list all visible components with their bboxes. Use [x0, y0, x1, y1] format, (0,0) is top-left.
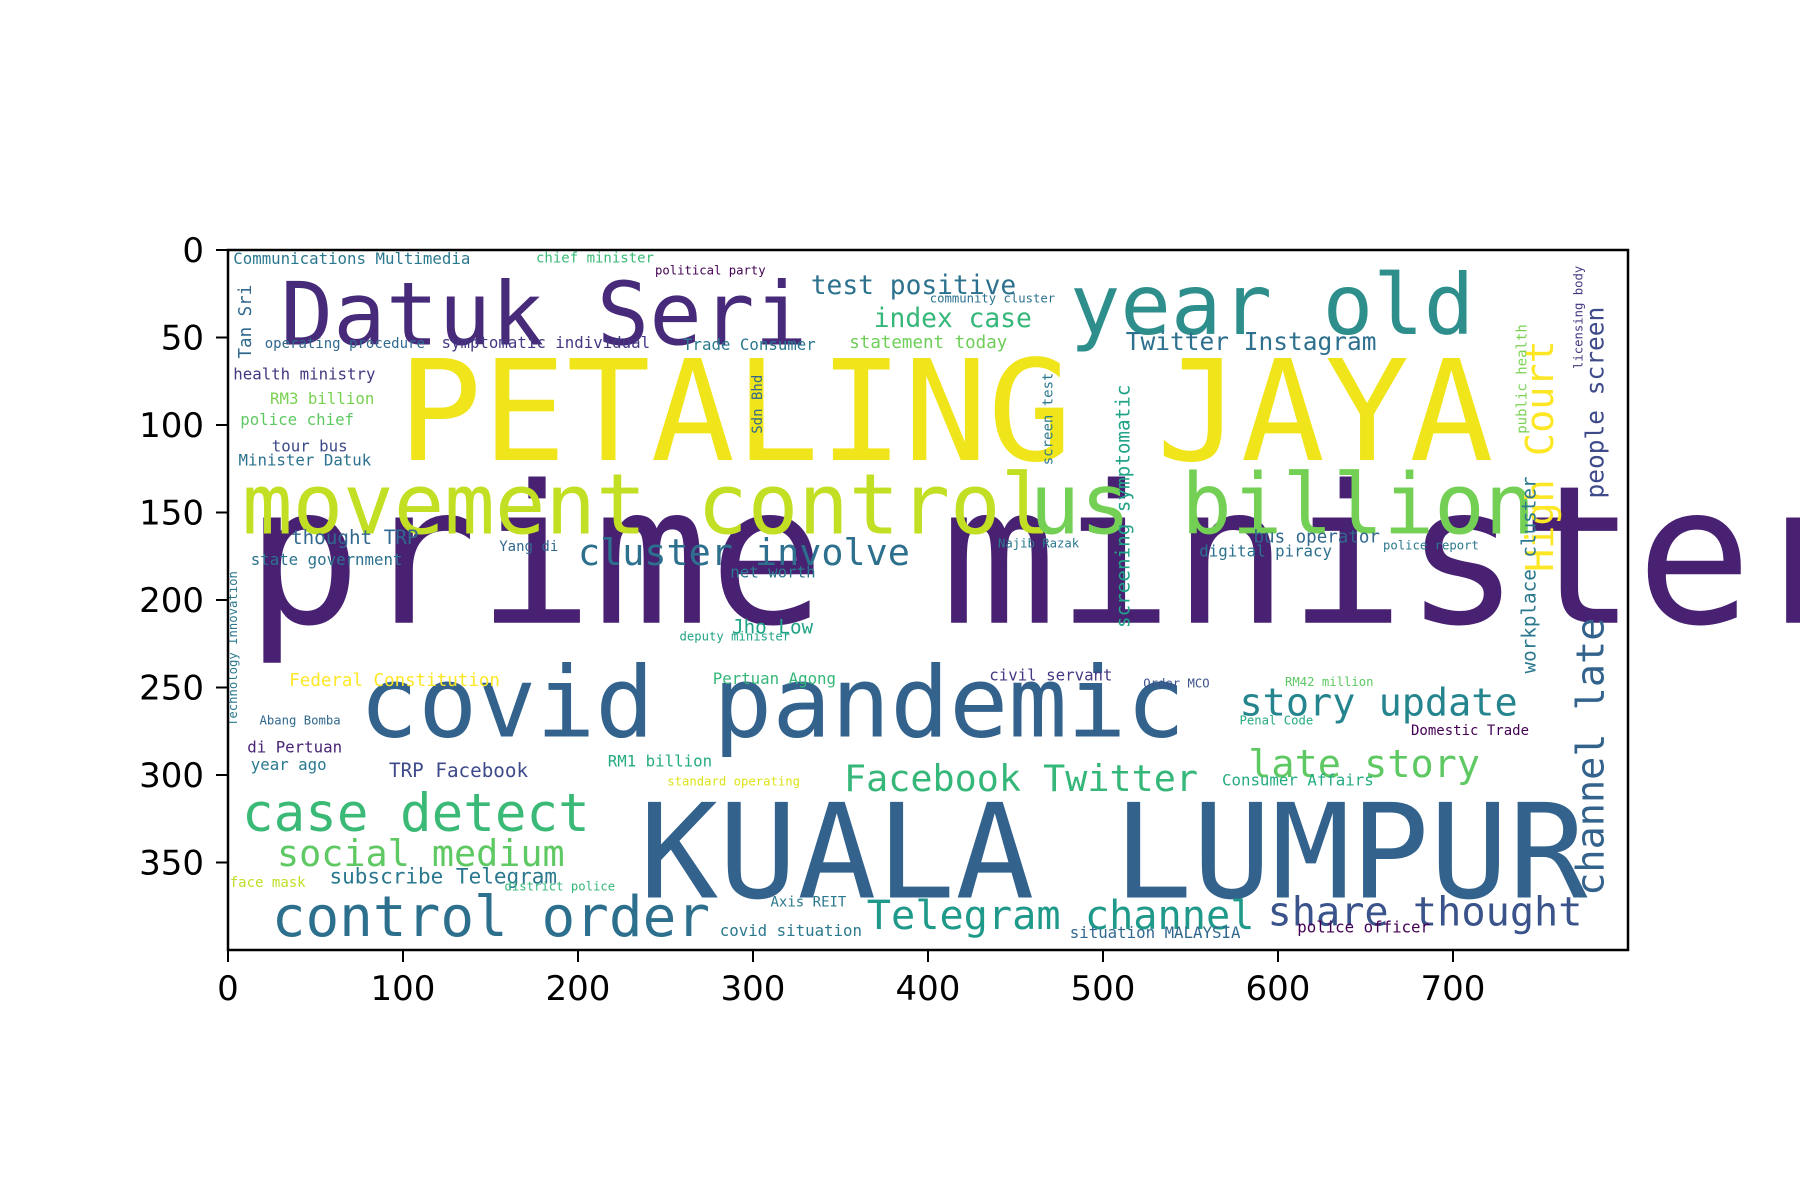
- word-prime-minister: prime minister: [246, 445, 1800, 669]
- x-tick-label: 100: [371, 969, 436, 1009]
- word-thought-trp: thought TRP: [291, 526, 418, 549]
- word-vertical-licensing-body: licensing body: [1572, 266, 1586, 369]
- word-tour-bus: tour bus: [272, 436, 348, 455]
- word-health-ministry: health ministry: [233, 365, 375, 384]
- word-vertical-workplace-cluster: workplace cluster: [1517, 476, 1540, 673]
- y-tick-label: 150: [139, 494, 204, 534]
- word-rm3-billion: RM3 billion: [270, 389, 374, 408]
- word-social-medium: social medium: [277, 832, 565, 875]
- word-political-party: political party: [655, 264, 766, 278]
- word-yang-di: Yang di: [499, 539, 558, 555]
- word-twitter-instagram: Twitter Instagram: [1126, 327, 1377, 356]
- word-vertical-people-screen: people screen: [1581, 307, 1610, 499]
- y-tick-label: 0: [182, 231, 204, 271]
- word-covid-pandemic: covid pandemic: [359, 647, 1185, 761]
- word-trp-facebook: TRP Facebook: [389, 759, 528, 782]
- word-vertical-channel-late: channel late: [1569, 618, 1614, 896]
- word-year-old: year old: [1070, 256, 1475, 354]
- word-statement-today: statement today: [849, 333, 1007, 353]
- word-kuala-lumpur: KUALA LUMPUR: [639, 776, 1588, 929]
- word-standard-operating: standard operating: [667, 775, 800, 789]
- word-face-mask: face mask: [230, 875, 306, 891]
- y-tick-label: 50: [161, 319, 204, 359]
- x-tick-label: 700: [1421, 969, 1486, 1009]
- word-pertuan-agong: Pertuan Agong: [713, 669, 836, 688]
- word-datuk-seri: Datuk Seri: [281, 264, 808, 366]
- word-operating-procedure: operating procedure: [265, 336, 425, 352]
- word-bus-operator: bus operator: [1254, 527, 1380, 547]
- y-tick-label: 100: [139, 406, 204, 446]
- x-axis: 0 100 200 300 400 500 600 700: [217, 950, 1485, 1009]
- word-vertical-high-court: High Court: [1518, 340, 1563, 572]
- word-police-chief: police chief: [240, 410, 354, 429]
- x-tick-label: 600: [1246, 969, 1311, 1009]
- word-us-billion: us billion: [1030, 456, 1536, 554]
- word-penal-code: Penal Code: [1240, 713, 1314, 727]
- word-vertical-screen-test: screen test: [1040, 373, 1056, 466]
- word-control-order: control order: [272, 885, 710, 950]
- word-consumer-affairs: Consumer Affairs: [1222, 771, 1374, 790]
- word-movement-control: movement control: [242, 456, 1051, 554]
- word-late-story: late story: [1248, 742, 1480, 787]
- word-minister-datuk: Minister Datuk: [239, 450, 372, 469]
- word-najib-razak: Najib Razak: [998, 537, 1080, 551]
- y-tick-label: 350: [139, 844, 204, 884]
- word-facebook-twitter: Facebook Twitter: [844, 757, 1198, 800]
- y-tick-label: 300: [139, 756, 204, 796]
- word-axis-reit: Axis REIT: [771, 894, 847, 910]
- word-index-case: index case: [874, 304, 1032, 334]
- word-domestic-trade: Domestic Trade: [1411, 723, 1529, 739]
- word-telegram-channel: Telegram channel: [867, 893, 1255, 939]
- word-petaling-jaya: PETALING JAYA: [398, 331, 1494, 494]
- word-abang-bomba: Abang Bomba: [260, 713, 341, 727]
- word-trade-consumer: Trade Consumer: [683, 335, 816, 354]
- word-communications-multimedia: Communications Multimedia: [233, 249, 470, 268]
- word-cluster-involve: cluster involve: [578, 531, 910, 574]
- x-tick-label: 500: [1071, 969, 1136, 1009]
- word-federal-constitution: Federal Constitution: [289, 671, 500, 691]
- word-vertical-tan-sri: Tan Sri: [236, 285, 256, 359]
- word-subscribe-telegram: subscribe Telegram: [330, 865, 558, 889]
- word-digital-piracy: digital piracy: [1199, 541, 1332, 560]
- x-tick-label: 300: [721, 969, 786, 1009]
- word-situation-malaysia: situation MALAYSIA: [1070, 923, 1241, 942]
- x-tick-label: 200: [546, 969, 611, 1009]
- y-axis: 0 50 100 150 200 250 300 350: [139, 231, 228, 884]
- word-police-report: police report: [1383, 538, 1479, 552]
- y-tick-label: 200: [139, 581, 204, 621]
- x-tick-label: 400: [896, 969, 961, 1009]
- word-test-positive: test positive: [811, 271, 1016, 301]
- word-civil-servant: civil servant: [989, 666, 1112, 685]
- y-tick-label: 250: [139, 669, 204, 709]
- word-state-government: state government: [251, 550, 403, 569]
- word-case-detect: case detect: [242, 783, 590, 844]
- word-covid-situation: covid situation: [720, 921, 862, 940]
- x-tick-label: 0: [217, 969, 239, 1009]
- word-district-police: district police: [505, 880, 616, 894]
- word-deputy-minister: deputy minister: [680, 629, 791, 643]
- word-symptomatic-individual: symptomatic individual: [442, 333, 651, 352]
- word-jho-low: Jho Low: [732, 615, 814, 638]
- word-share-thought: share thought: [1268, 890, 1583, 936]
- image-background: [228, 250, 1628, 950]
- word-community-cluster: community cluster: [930, 292, 1055, 306]
- word-rm42-million: RM42 million: [1285, 675, 1374, 689]
- word-chief-minister: chief minister: [536, 250, 654, 266]
- word-vertical-public-health: public health: [1515, 324, 1531, 434]
- word-rm1-billion: RM1 billion: [608, 751, 712, 770]
- word-year-ago: year ago: [251, 755, 327, 774]
- word-vertical-sdn-bhd: Sdn Bhd: [750, 375, 766, 434]
- word-di-pertuan: di Pertuan: [247, 737, 342, 756]
- word-order-mco: Order MCO: [1143, 677, 1209, 691]
- word-net-worth: net worth: [730, 562, 815, 581]
- word-story-update: story update: [1240, 681, 1518, 726]
- word-vertical-screening-symptomatic: screening symptomatic: [1111, 385, 1134, 628]
- word-police-officer: police officer: [1297, 918, 1430, 937]
